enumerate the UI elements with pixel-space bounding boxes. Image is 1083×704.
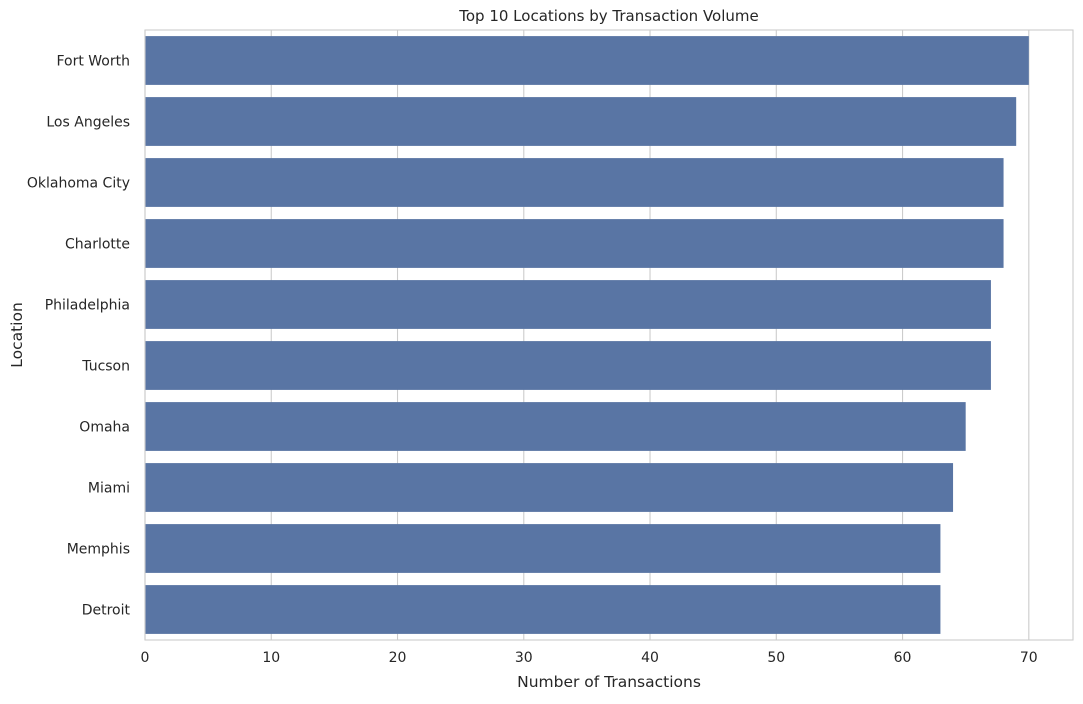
bar [145,219,1004,268]
bar [145,341,991,390]
x-tick-label: 60 [894,650,912,666]
y-tick-label: Philadelphia [45,298,130,314]
y-tick-labels: Fort Worth Los Angeles Oklahoma City Charlo… [27,54,131,619]
x-tick-label: 50 [767,650,785,666]
bar [145,463,954,512]
x-tick-labels: 0 10 20 30 40 50 60 70 [141,650,1038,666]
y-tick-label: Charlotte [65,237,130,253]
bar [145,402,966,451]
x-tick-label: 20 [389,650,407,666]
y-tick-label: Miami [88,481,130,497]
y-tick-label: Memphis [67,542,130,558]
y-tick-label: Detroit [82,603,131,619]
bar [145,36,1029,85]
bar [145,524,941,573]
bar [145,158,1004,207]
x-tick-label: 10 [262,650,280,666]
x-axis-title: Number of Transactions [517,673,701,691]
x-tick-label: 40 [641,650,659,666]
bar [145,280,991,329]
y-tick-label: Fort Worth [56,54,130,70]
plot-frame [144,29,1074,641]
bar [145,585,941,634]
bars [145,36,1029,634]
x-tick-label: 0 [141,650,150,666]
y-tick-label: Los Angeles [46,115,130,131]
x-tick-label: 70 [1020,650,1038,666]
y-tick-label: Omaha [79,420,130,436]
chart-title: Top 10 Locations by Transaction Volume [458,7,759,25]
bar [145,97,1017,146]
y-tick-label: Tucson [81,359,130,375]
y-tick-label: Oklahoma City [27,176,130,192]
y-axis-title: Location [8,302,26,368]
x-tick-label: 30 [515,650,533,666]
